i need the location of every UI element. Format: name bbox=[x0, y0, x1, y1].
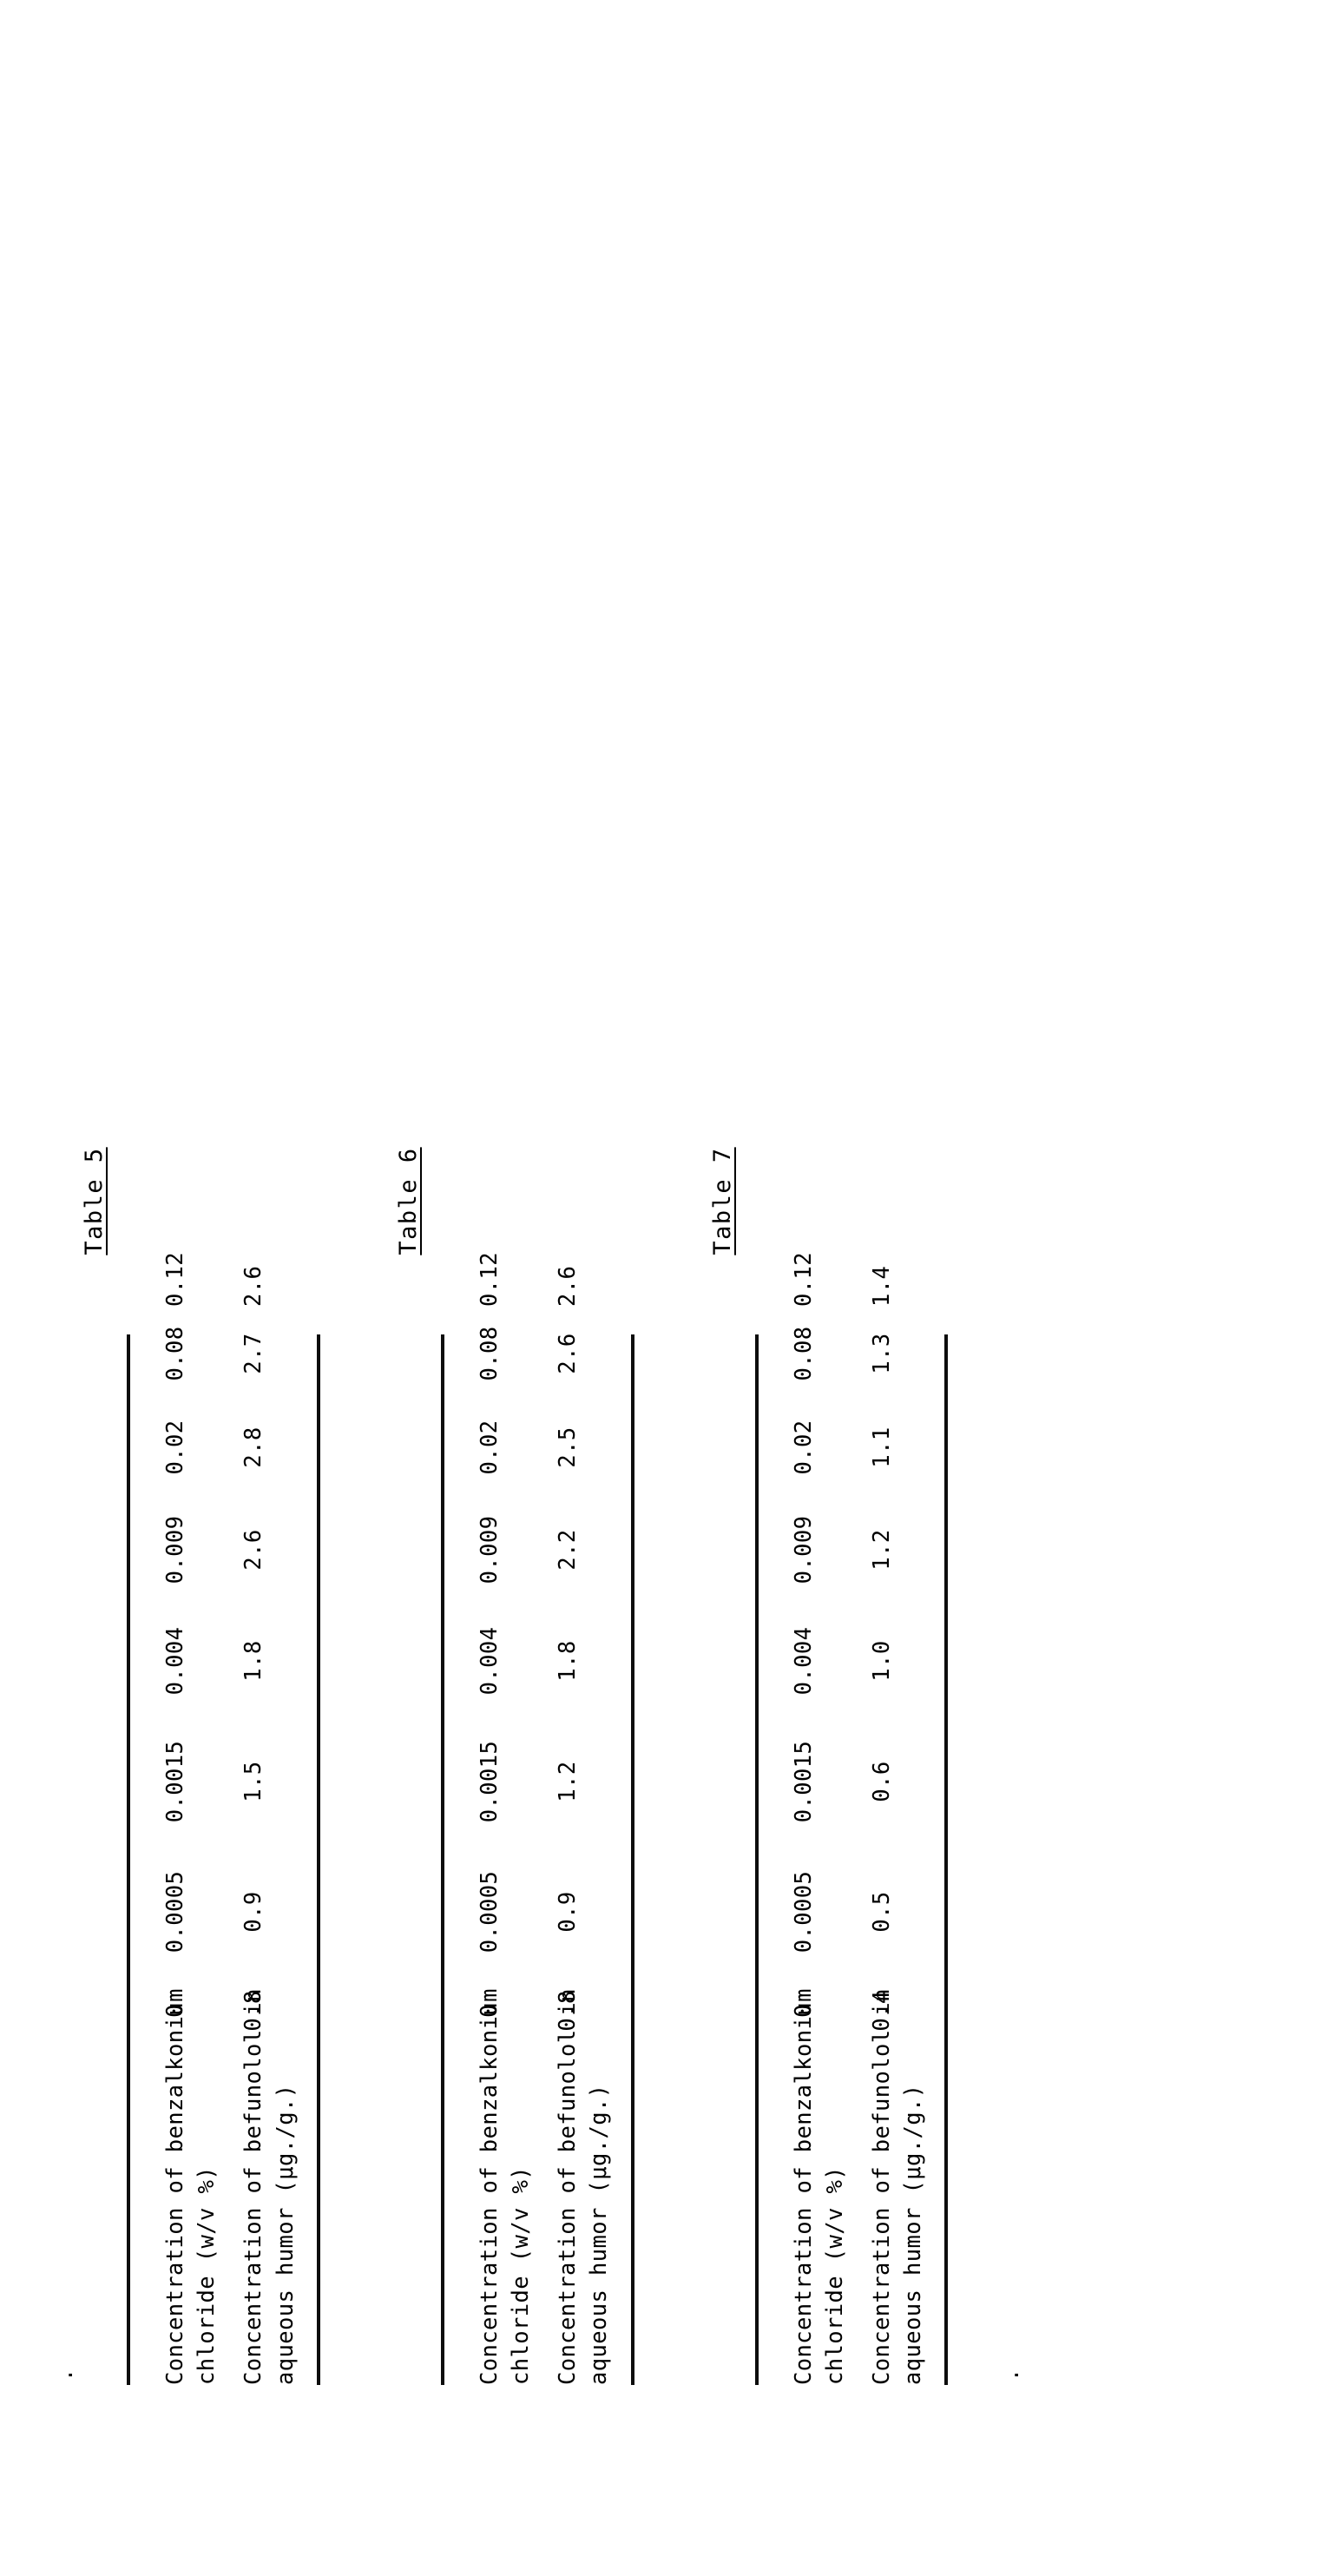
data-table-5: Concentration of benzalkoniumchloride (w… bbox=[160, 1307, 317, 2385]
cell-value: 0.004 bbox=[474, 1605, 536, 1716]
cell-value: 0.004 bbox=[160, 1605, 222, 1716]
row-label-line1: Concentration of benzalkonium bbox=[791, 1988, 817, 2385]
cell-value: 1.2 bbox=[536, 1716, 630, 1847]
cell-value: 0.5 bbox=[851, 1847, 944, 1977]
cell-value: 0.02 bbox=[788, 1400, 851, 1494]
cell-value: 0.9 bbox=[222, 1847, 316, 1977]
cell-value: 1.5 bbox=[222, 1716, 316, 1847]
cell-value: 2.2 bbox=[536, 1494, 630, 1605]
data-table-6: Concentration of benzalkoniumchloride (w… bbox=[474, 1307, 631, 2385]
row-label-concentration-benzalkonium: Concentration of benzalkoniumchloride (w… bbox=[160, 2045, 222, 2385]
table-bottom-rule-6 bbox=[631, 1334, 634, 2385]
cell-value: 1.2 bbox=[851, 1494, 944, 1605]
cell-value: 0.009 bbox=[788, 1494, 851, 1605]
cell-value: 1.8 bbox=[222, 1605, 316, 1716]
table-caption-5: Table 5 bbox=[81, 61, 108, 2446]
row-label-line1: Concentration of benzalkonium bbox=[162, 1988, 188, 2385]
table-block-7: Table 7 Concentration of benzalkoniumchl… bbox=[709, 61, 949, 2446]
table-block-5: Table 5 Concentration of benzalkoniumchl… bbox=[81, 61, 320, 2446]
spacer bbox=[444, 61, 474, 2446]
cell-value: 0.9 bbox=[536, 1847, 630, 1977]
cell-value: 0.0015 bbox=[788, 1716, 851, 1847]
document-page: . Table 5 Concentration of benzalkoniumc… bbox=[0, 0, 1328, 2576]
cell-value: 1.0 bbox=[851, 1605, 944, 1716]
cell-value: 0.0015 bbox=[474, 1716, 536, 1847]
spacer bbox=[130, 61, 160, 2446]
table-row: Concentration of befunolol inaqueous hum… bbox=[851, 1307, 944, 2385]
table-bottom-rule-5 bbox=[317, 1334, 320, 2385]
row-label-concentration-benzalkonium: Concentration of benzalkoniumchloride (w… bbox=[474, 2045, 536, 2385]
cell-value: 2.7 bbox=[222, 1307, 316, 1400]
cell-value: 1.8 bbox=[536, 1605, 630, 1716]
stray-ink-mark-bottom: . bbox=[998, 61, 1023, 2382]
cell-value: 0.009 bbox=[474, 1494, 536, 1605]
cell-value: 0.02 bbox=[160, 1400, 222, 1494]
row-label-line2: aqueous humor (μg./g.) bbox=[586, 2084, 612, 2385]
page-rotation-wrapper: . Table 5 Concentration of benzalkoniumc… bbox=[0, 0, 1328, 2576]
cell-value: 0.08 bbox=[788, 1307, 851, 1400]
row-label-line2: chloride (w/v %) bbox=[194, 2166, 220, 2385]
table-row: Concentration of benzalkoniumchloride (w… bbox=[160, 1307, 222, 2385]
row-label-concentration-benzalkonium: Concentration of benzalkoniumchloride (w… bbox=[788, 2045, 851, 2385]
row-label-line2: chloride (w/v %) bbox=[822, 2166, 848, 2385]
cell-value: 1.1 bbox=[851, 1400, 944, 1494]
stray-ink-mark-top: . bbox=[52, 61, 77, 2382]
cell-value: 2.5 bbox=[536, 1400, 630, 1494]
table-row: Concentration of befunolol inaqueous hum… bbox=[536, 1307, 630, 2385]
spacer bbox=[759, 61, 788, 2446]
row-label-concentration-befunolol: Concentration of befunolol inaqueous hum… bbox=[851, 2045, 944, 2385]
cell-value: 0.004 bbox=[788, 1605, 851, 1716]
table-row: Concentration of befunolol in aqueous hum… bbox=[222, 1307, 316, 2385]
table-bottom-rule-7 bbox=[944, 1334, 948, 2385]
cell-value: 2.8 bbox=[222, 1400, 316, 1494]
spacer bbox=[320, 61, 395, 2446]
cell-value: 0.8 bbox=[222, 1977, 316, 2045]
cell-value: 0.0005 bbox=[788, 1847, 851, 1977]
cell-value: 0.0015 bbox=[160, 1716, 222, 1847]
cell-value: 0.8 bbox=[536, 1977, 630, 2045]
spacer bbox=[634, 61, 709, 2446]
cell-value: 0.0005 bbox=[160, 1847, 222, 1977]
table-block-6: Table 6 Concentration of benzalkoniumchl… bbox=[395, 61, 634, 2446]
cell-value: 0.0005 bbox=[474, 1847, 536, 1977]
row-label-line2: aqueous humor (μg./g.) bbox=[900, 2084, 926, 2385]
cell-value: 0.08 bbox=[474, 1307, 536, 1400]
row-label-line2: chloride (w/v %) bbox=[508, 2166, 534, 2385]
data-table-7: Concentration of benzalkoniumchloride (w… bbox=[788, 1307, 945, 2385]
table-row: Concentration of benzalkoniumchloride (w… bbox=[788, 1307, 851, 2385]
row-label-line1: Concentration of benzalkonium bbox=[477, 1988, 503, 2385]
cell-value: 0.08 bbox=[160, 1307, 222, 1400]
cell-value: 0.02 bbox=[474, 1400, 536, 1494]
row-label-line1: Concentration of befunolol in bbox=[240, 1988, 266, 2385]
cell-value: 1.3 bbox=[851, 1307, 944, 1400]
row-label-line1: Concentration of befunolol in bbox=[869, 1988, 895, 2385]
table-row: Concentration of benzalkoniumchloride (w… bbox=[474, 1307, 536, 2385]
row-label-concentration-befunolol: Concentration of befunolol inaqueous hum… bbox=[222, 2045, 316, 2385]
row-label-line1: Concentration of befunolol in bbox=[555, 1988, 581, 2385]
cell-value: 2.6 bbox=[222, 1494, 316, 1605]
table-caption-6: Table 6 bbox=[395, 61, 422, 2446]
table-caption-7: Table 7 bbox=[709, 61, 736, 2446]
row-label-line2: aqueous humor (μg./g.) bbox=[273, 2084, 299, 2385]
row-label-concentration-befunolol: Concentration of befunolol inaqueous hum… bbox=[536, 2045, 630, 2385]
cell-value: 0.6 bbox=[851, 1716, 944, 1847]
cell-value: 2.6 bbox=[536, 1307, 630, 1400]
cell-value: 0.009 bbox=[160, 1494, 222, 1605]
cell-value: 0.4 bbox=[851, 1977, 944, 2045]
